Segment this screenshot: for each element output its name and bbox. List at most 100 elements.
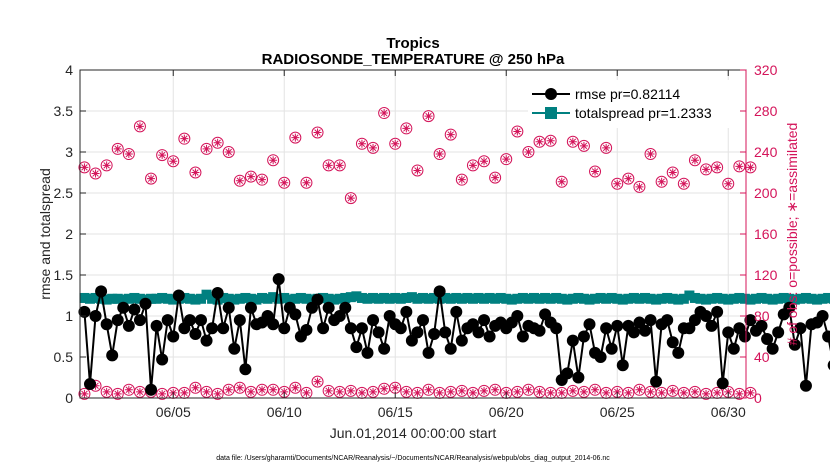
rmse-point: [611, 319, 624, 332]
rmse-point: [483, 330, 496, 343]
totalspread-point: [806, 293, 817, 304]
obs-marker-circle: [489, 383, 502, 396]
obs-marker-star: [468, 388, 477, 397]
rmse-point: [189, 328, 202, 341]
rmse-point: [133, 314, 146, 327]
obs-marker-star: [269, 156, 278, 165]
rmse-point: [433, 285, 446, 298]
rmse-point: [627, 326, 640, 339]
y-tick-label-right: 0: [754, 390, 762, 406]
rmse-point: [638, 324, 651, 337]
obs-marker-circle: [222, 146, 235, 158]
totalspread-point: [467, 293, 478, 304]
totalspread-point: [329, 294, 340, 305]
rmse-point: [122, 319, 135, 332]
obs-marker-circle: [577, 139, 590, 152]
totalspread-point: [390, 292, 401, 303]
obs-marker: [478, 155, 491, 168]
obs-marker-circle: [555, 175, 568, 188]
obs-marker-star: [258, 175, 267, 184]
obs-marker-star: [579, 141, 588, 150]
totalspread-point: [512, 293, 523, 304]
obs-marker-star: [424, 112, 433, 121]
obs-marker: [133, 120, 146, 133]
obs-marker: [400, 385, 413, 398]
totalspread-point: [195, 293, 206, 304]
totalspread-point: [412, 293, 423, 304]
obs-marker-circle: [267, 154, 280, 167]
axes: 06/05 06/10 06/15 06/20 06/25 06/30 0 0.5 1 1.5 2 2…: [54, 62, 778, 420]
totalspread-point: [123, 293, 134, 304]
rmse-line: [83, 278, 830, 390]
totalspread-point: [417, 292, 428, 303]
obs-marker: [544, 134, 557, 147]
obs-marker-star: [224, 385, 233, 394]
obs-marker-star: [624, 174, 633, 183]
totalspread-point: [379, 292, 390, 303]
obs-marker-circle: [444, 128, 457, 141]
rmse-point: [700, 310, 713, 322]
rmse-point: [211, 287, 224, 300]
obs-marker: [711, 161, 724, 174]
totalspread-point: [634, 293, 645, 304]
obs-marker-star: [435, 150, 444, 159]
obs-marker-star: [624, 388, 633, 397]
totalspread-point: [784, 293, 795, 304]
rmse-point: [128, 303, 141, 316]
totalspread-point: [284, 294, 295, 305]
obs-marker: [688, 154, 701, 167]
obs-marker: [511, 385, 524, 398]
rmse-point: [472, 326, 485, 339]
obs-marker-circle: [644, 148, 657, 161]
totalspread-point: [501, 293, 512, 304]
obs-marker: [722, 177, 735, 190]
rmse-point: [827, 360, 830, 370]
obs-marker-circle: [367, 385, 380, 398]
obs-marker-circle: [433, 148, 446, 161]
obs-marker-star: [668, 168, 677, 177]
obs-marker-star: [668, 386, 677, 395]
obs-marker-star: [335, 161, 344, 170]
obs-marker-circle: [300, 176, 313, 189]
obs-marker-circle: [100, 159, 113, 172]
y-tick-label-right: 200: [754, 185, 778, 201]
totalspread-point: [406, 292, 417, 303]
totalspread-point: [495, 292, 506, 303]
totalspread-point: [628, 292, 639, 303]
obs-marker-circle: [422, 110, 435, 123]
totalspread-point: [651, 294, 662, 305]
totalspread-point: [667, 293, 678, 304]
obs-marker-circle: [389, 137, 402, 150]
obs-marker-circle: [688, 154, 701, 167]
rmse-point: [705, 319, 718, 332]
obs-marker-star: [124, 150, 133, 159]
totalspread-point: [639, 292, 650, 303]
rmse-point: [666, 336, 679, 349]
obs-marker-circle: [422, 383, 435, 396]
obs-marker: [189, 381, 202, 394]
totalspread-point: [517, 292, 528, 303]
totalspread-point: [745, 294, 756, 305]
totalspread-point: [440, 292, 451, 303]
obs-marker: [500, 153, 513, 166]
obs-marker-star: [235, 176, 244, 185]
obs-marker: [355, 137, 368, 150]
y-axis-label-right: # of obs: o=possible; ∗=assimilated: [784, 123, 800, 346]
obs-marker-star: [113, 389, 122, 398]
totalspread-point: [762, 293, 773, 304]
obs-marker-star: [535, 137, 544, 146]
obs-marker-star: [635, 182, 644, 191]
obs-marker: [189, 166, 202, 179]
obs-marker-circle: [211, 387, 224, 400]
totalspread-point: [90, 292, 101, 303]
totalspread-point: [295, 292, 306, 303]
totalspread-point: [484, 292, 495, 303]
obs-marker: [211, 136, 224, 149]
totalspread-point: [673, 294, 684, 305]
obs-marker-star: [380, 384, 389, 393]
obs-marker-star: [80, 389, 89, 398]
rmse-point: [350, 341, 363, 354]
obs-marker: [100, 159, 113, 172]
obs-marker: [78, 387, 91, 400]
obs-marker-star: [313, 128, 322, 137]
